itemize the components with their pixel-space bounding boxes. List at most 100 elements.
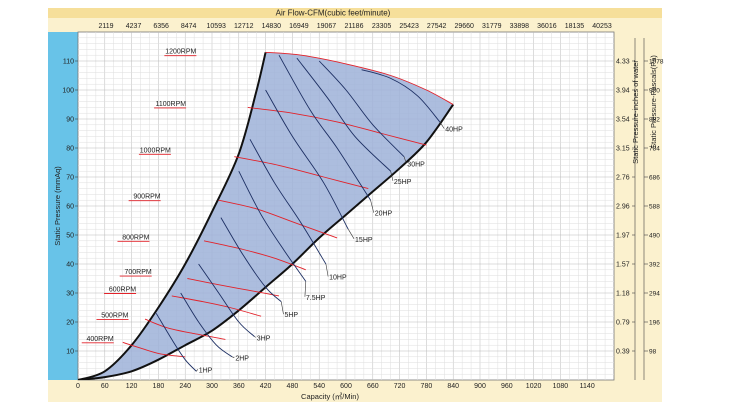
y-tick-label: 30 [66,291,74,298]
right2-tick-label: 1078 [649,59,664,66]
x-tick-label: 480 [287,383,299,390]
hp-lines: 40HP 30HP 25HP 20HP 15HP 10HP 7.5HP 5HP 3HP 2HP 1H… [155,54,463,374]
top-tick-label: 16949 [289,23,309,30]
hp-label: 25HP [394,179,412,186]
top-tick-label: 29660 [454,23,474,30]
top-tick-label: 27542 [427,23,447,30]
hp-line [198,263,255,337]
y-tick-label: 80 [66,146,74,153]
y-tick-label: 50 [66,233,74,240]
rpm-line [122,341,186,358]
top-tick-label: 31779 [482,23,502,30]
hp-label: 3HP [257,335,271,342]
top-tick-label: 36016 [537,23,557,30]
hp-label: 7.5HP [306,295,326,302]
x-tick-label: 900 [474,383,486,390]
y-tick-label: 100 [62,88,74,95]
x-tick-label: 1140 [580,383,595,390]
hp-leader-line [254,336,256,338]
y-tick-label: 20 [66,320,74,327]
axes: 0 60 120 180 240 300 360 420 480 540 600 660 720 780 8… [62,23,664,390]
right2-tick-label: 196 [649,320,660,327]
hp-leader-line [390,171,394,181]
right2-tick-label: 392 [649,262,660,269]
rpm-line [187,278,280,297]
right-axis-band [614,32,662,380]
right1-tick-label: 2.96 [616,204,630,211]
top-tick-label: 12712 [234,23,254,30]
y-tick-label: 40 [66,262,74,269]
right2-tick-label: 784 [649,146,660,153]
right2-tick-label: 980 [649,88,660,95]
right1-tick-label: 0.39 [616,349,630,356]
top-tick-label: 18135 [565,23,585,30]
rpm-label: 500RPM [101,313,128,320]
x-tick-label: 540 [313,383,325,390]
top-axis-band [48,18,662,32]
rpm-label: 600RPM [109,287,136,294]
y-tick-label: 10 [66,349,74,356]
hp-leader-line [370,200,374,213]
hp-label: 2HP [235,356,249,363]
top-tick-label: 25423 [399,23,419,30]
hp-line [180,292,233,358]
right1-tick-label: 3.94 [616,88,630,95]
hp-label: 5HP [284,312,298,319]
x-tick-label: 120 [126,383,138,390]
hp-leader-line [325,263,329,277]
hp-line [278,54,371,201]
rpm-label: 400RPM [86,336,113,343]
right1-tick-label: 0.79 [616,320,630,327]
top-tick-label: 21186 [345,23,364,30]
hp-line [361,69,441,123]
right1-tick-label: 1.57 [616,262,630,269]
rpm-label: 800RPM [122,234,149,241]
top-tick-label: 19067 [317,23,337,30]
top-tick-label: 6356 [153,23,169,30]
top-tick-label: 2119 [98,23,113,30]
hp-leader-line [280,301,284,315]
x-tick-label: 960 [501,383,513,390]
top-tick-label: 4237 [126,23,142,30]
hp-label: 1HP [199,367,213,374]
rpm-label: 900RPM [133,194,160,201]
right1-tick-label: 1.18 [616,291,630,298]
top-title-band [48,8,662,18]
x-tick-label: 780 [421,383,433,390]
rpm-label: 700RPM [124,269,151,276]
hp-label: 30HP [407,161,425,168]
right2-tick-label: 490 [649,233,660,240]
x-tick-label: 840 [447,383,459,390]
right1-tick-label: 2.76 [616,175,630,182]
x-tick-label: 180 [153,383,165,390]
y-tick-label: 70 [66,175,74,182]
operating-region-fill [78,52,454,380]
right2-tick-label: 98 [649,349,657,356]
rpm-label: 1200RPM [165,49,196,56]
right2-tick-label: 686 [649,175,660,182]
y-tick-label: 110 [63,59,74,66]
hp-label: 40HP [445,127,463,134]
x-tick-label: 420 [260,383,272,390]
rpm-line [144,318,226,340]
right2-tick-label: 882 [649,117,660,124]
right1-tick-label: 3.15 [616,146,630,153]
top-tick-label: 8474 [181,23,197,30]
top-tick-label: 10593 [206,23,226,30]
y-axis-title: Static Pressure (mmAq) [53,166,62,246]
hp-line [296,57,392,172]
x-tick-label: 660 [367,383,379,390]
rpm-label: 1100RPM [155,101,186,108]
hp-leader-line [439,121,445,129]
hp-leader-line [403,156,407,164]
hp-leader-line [304,281,307,297]
y-tick-label: 90 [66,117,74,124]
hp-line [318,60,405,158]
x-tick-label: 360 [233,383,245,390]
rpm-label: 1000RPM [140,147,171,154]
hp-label: 20HP [375,211,393,218]
bottom-axis-band [48,380,662,402]
hp-line [249,139,327,265]
x-tick-label: 600 [340,383,352,390]
